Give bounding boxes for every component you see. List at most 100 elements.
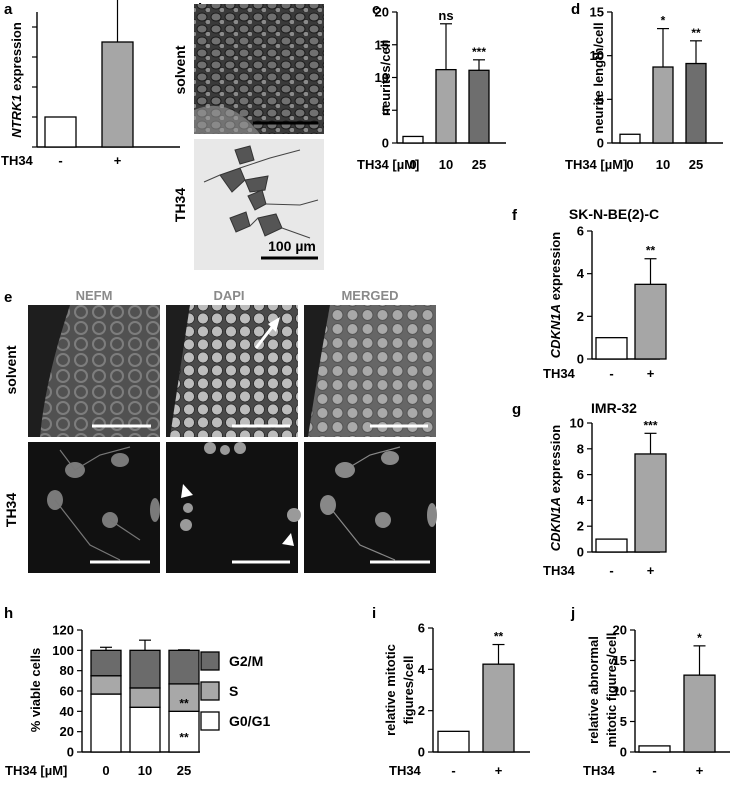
panel-letter-g: g [512, 401, 521, 418]
panel-e-micrographs: NEFM DAPI MERGED solvent TH34 [3, 288, 437, 573]
chart-h-bar-G0/G1 [90, 693, 122, 753]
charts-layer: NTRK1 expressionTH34-+*05101520neurites/… [1, 0, 730, 778]
chart-g-category-label: - [609, 563, 613, 578]
chart-g-y-tick-label: 10 [570, 416, 584, 431]
panel-e-col-merged: MERGED [341, 288, 398, 303]
chart-j-y-tick-label: 20 [613, 623, 627, 638]
chart-j-significance: * [697, 631, 702, 645]
panel-e-col-nefm: NEFM [76, 288, 113, 303]
chart-g-bar [634, 453, 667, 553]
panel-e-row-th34: TH34 [3, 493, 19, 527]
chart-h-y-axis-label: % viable cells [28, 648, 43, 733]
chart-f-bar [595, 337, 628, 360]
chart-c-category-label: 0 [409, 157, 416, 172]
legend-swatch-s [200, 681, 220, 701]
chart-g-bar [595, 538, 628, 553]
panel-b-row-solvent: solvent [172, 45, 188, 94]
chart-g-y-axis-label: CDKN1A expression [548, 425, 563, 551]
chart-h-significance: ** [179, 697, 189, 711]
chart-j-y-axis-label: mitotic figures/cell [604, 633, 619, 748]
legend-label-s: S [229, 683, 238, 699]
chart-c-bar [468, 69, 490, 144]
chart-c-y-tick-label: 5 [382, 103, 389, 118]
chart-d-category-label: 0 [626, 157, 633, 172]
chart-g-significance: *** [643, 418, 657, 432]
panel-g-title: IMR-32 [591, 400, 637, 416]
scale-bar-label: 100 µm [268, 238, 316, 254]
chart-a-category-label: + [114, 153, 122, 168]
chart-j-y-tick-label: 15 [613, 653, 627, 668]
chart-d-treatment-label: TH34 [µM] [565, 157, 627, 172]
legend-swatch-g2m [200, 651, 220, 671]
chart-c-category-label: 25 [472, 157, 486, 172]
chart-d-category-label: 10 [656, 157, 670, 172]
chart-h-bar-G0/G1 [168, 710, 200, 753]
chart-f-category-label: - [609, 366, 613, 381]
chart-i-treatment-label: TH34 [389, 763, 422, 778]
chart-j-category-label: - [652, 763, 656, 778]
chart-c-category-label: 10 [439, 157, 453, 172]
arrowhead-icon [282, 533, 294, 546]
panel-e-col-dapi: DAPI [213, 288, 244, 303]
chart-i-bar [437, 730, 470, 753]
chart-c-bar [402, 135, 424, 144]
chart-c-treatment-label: TH34 [µM] [357, 157, 419, 172]
chart-h-y-tick-label: 20 [60, 724, 74, 739]
chart-d-y-tick-label: 5 [597, 92, 604, 107]
chart-h-bar-S [168, 683, 200, 712]
chart-h-bar-S [129, 687, 161, 708]
chart-c-y-tick-label: 0 [382, 136, 389, 151]
chart-g-y-tick-label: 6 [577, 467, 584, 482]
chart-i-significance: ** [494, 630, 504, 644]
panel-b-row-th34: TH34 [172, 188, 188, 222]
chart-d-significance: ** [691, 26, 701, 40]
chart-g-y-tick-label: 0 [577, 545, 584, 560]
chart-c-y-tick-label: 10 [375, 70, 389, 85]
chart-f-y-tick-label: 6 [577, 224, 584, 239]
panel-letter-c: c [372, 1, 380, 18]
chart-f-y-axis-label: CDKN1A expression [548, 232, 563, 358]
panel-letter-a: a [4, 1, 13, 18]
nefm-th34-image [28, 442, 160, 573]
chart-h-y-tick-label: 80 [60, 663, 74, 678]
chart-j-bar [638, 745, 671, 753]
chart-h-y-tick-label: 60 [60, 684, 74, 699]
chart-h-bar-G2/M [90, 649, 122, 677]
chart-j-bar [683, 674, 716, 753]
chart-f-significance: ** [646, 244, 656, 258]
chart-a-category-label: - [58, 153, 62, 168]
chart-d-y-axis-label: neurite length/cell [591, 22, 606, 133]
chart-d-y-tick-label: 15 [590, 5, 604, 20]
panel-letter-i: i [372, 605, 376, 622]
chart-c-y-tick-label: 20 [375, 5, 389, 20]
chart-d-bar [685, 62, 707, 144]
chart-h-y-tick-label: 120 [52, 623, 74, 638]
arrowhead-icon [181, 484, 193, 498]
chart-a-y-axis-label: NTRK1 expression [9, 22, 24, 138]
chart-i-bar [482, 663, 515, 753]
chart-i-y-tick-label: 6 [418, 621, 425, 636]
chart-h-category-label: 10 [138, 763, 152, 778]
chart-i-y-axis-label: relative mitotic [383, 644, 398, 736]
chart-j-y-tick-label: 5 [620, 714, 627, 729]
chart-f-y-tick-label: 0 [577, 352, 584, 367]
chart-h-bar-G0/G1 [129, 706, 161, 753]
chart-j-y-tick-label: 0 [620, 745, 627, 760]
panel-letter-f: f [512, 207, 518, 224]
chart-d-significance: * [661, 14, 666, 28]
chart-f-category-label: + [647, 366, 655, 381]
chart-h-category-label: 0 [102, 763, 109, 778]
panel-letter-h: h [4, 605, 13, 622]
chart-g-y-tick-label: 4 [577, 493, 585, 508]
chart-j-y-tick-label: 10 [613, 684, 627, 699]
chart-i-y-axis-label: figures/cell [401, 656, 416, 725]
panel-e-row-solvent: solvent [3, 345, 19, 394]
chart-h-bar-G2/M [129, 649, 161, 689]
panel-letter-d: d [571, 1, 580, 18]
chart-h-category-label: 25 [177, 763, 191, 778]
chart-h-y-tick-label: 0 [67, 745, 74, 760]
chart-h-y-tick-label: 100 [52, 643, 74, 658]
panel-h-legend: G2/M S G0/G1 [200, 651, 270, 731]
chart-g-treatment-label: TH34 [543, 563, 576, 578]
